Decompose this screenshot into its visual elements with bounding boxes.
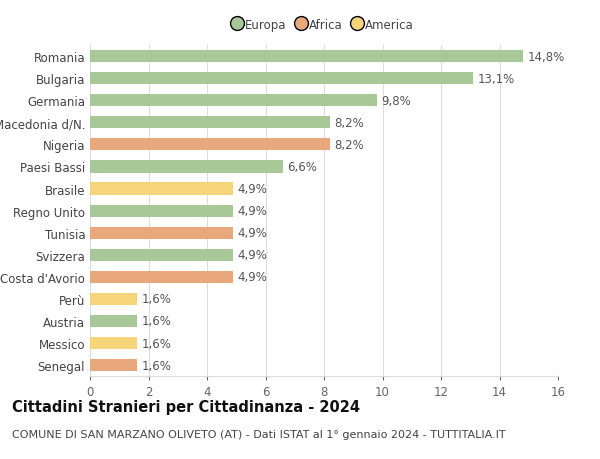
Legend: Europa, Africa, America: Europa, Africa, America: [234, 19, 414, 32]
Text: 4,9%: 4,9%: [238, 205, 268, 218]
Bar: [90, 293, 137, 305]
Bar: [90, 249, 233, 261]
Bar: [90, 359, 137, 371]
Text: 1,6%: 1,6%: [141, 293, 171, 306]
Bar: [90, 205, 233, 217]
Text: 13,1%: 13,1%: [478, 73, 515, 85]
Text: 4,9%: 4,9%: [238, 271, 268, 284]
Text: COMUNE DI SAN MARZANO OLIVETO (AT) - Dati ISTAT al 1° gennaio 2024 - TUTTITALIA.: COMUNE DI SAN MARZANO OLIVETO (AT) - Dat…: [12, 429, 506, 439]
Text: 14,8%: 14,8%: [527, 50, 565, 63]
Text: 4,9%: 4,9%: [238, 249, 268, 262]
Bar: [90, 183, 233, 195]
Bar: [90, 161, 283, 173]
Bar: [90, 73, 473, 85]
Bar: [90, 117, 330, 129]
Bar: [90, 95, 377, 107]
Bar: [90, 139, 330, 151]
Text: 8,2%: 8,2%: [334, 117, 364, 129]
Text: 1,6%: 1,6%: [141, 315, 171, 328]
Text: 9,8%: 9,8%: [381, 95, 411, 107]
Bar: [90, 337, 137, 349]
Text: 6,6%: 6,6%: [287, 161, 317, 174]
Bar: [90, 227, 233, 239]
Bar: [90, 315, 137, 327]
Text: 1,6%: 1,6%: [141, 337, 171, 350]
Bar: [90, 51, 523, 63]
Text: 4,9%: 4,9%: [238, 183, 268, 196]
Text: Cittadini Stranieri per Cittadinanza - 2024: Cittadini Stranieri per Cittadinanza - 2…: [12, 399, 360, 414]
Bar: [90, 271, 233, 283]
Text: 4,9%: 4,9%: [238, 227, 268, 240]
Text: 8,2%: 8,2%: [334, 139, 364, 151]
Text: 1,6%: 1,6%: [141, 359, 171, 372]
